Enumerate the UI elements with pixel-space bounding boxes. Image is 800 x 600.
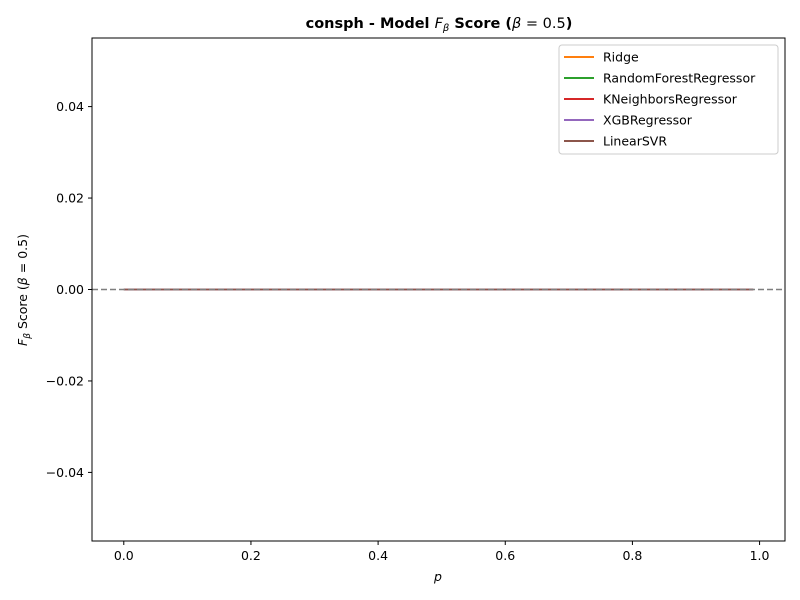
legend-items: Ridge RandomForestRegressor KNeighborsRegr… xyxy=(564,50,756,149)
legend-label: Ridge xyxy=(603,50,639,65)
y-tick-label: −0.02 xyxy=(46,373,84,388)
legend-label: KNeighborsRegressor xyxy=(603,92,738,107)
x-tick-label: 0.6 xyxy=(495,548,515,563)
y-tick-label: −0.04 xyxy=(46,465,84,480)
x-tick-label: 0.4 xyxy=(368,548,388,563)
legend-label: XGBRegressor xyxy=(603,113,693,128)
x-axis-ticks: 0.0 0.2 0.4 0.6 0.8 1.0 xyxy=(114,541,770,563)
chart-title: consph - Model Fβ Score (β = 0.5) xyxy=(306,16,573,34)
x-tick-label: 0.8 xyxy=(622,548,642,563)
x-tick-label: 0.0 xyxy=(114,548,134,563)
legend: Ridge RandomForestRegressor KNeighborsRegr… xyxy=(558,44,779,155)
legend-label: LinearSVR xyxy=(603,134,667,149)
x-tick-label: 0.2 xyxy=(241,548,261,563)
x-axis-label: p xyxy=(433,569,442,584)
y-tick-label: 0.00 xyxy=(56,282,84,297)
y-tick-label: 0.02 xyxy=(56,191,84,206)
legend-label: RandomForestRegressor xyxy=(603,71,756,86)
y-axis-label: Fβ Score (β = 0.5) xyxy=(15,234,33,346)
legend-box xyxy=(558,44,779,155)
plot-area xyxy=(91,37,786,542)
y-tick-label: 0.04 xyxy=(56,99,84,114)
y-axis-ticks: −0.04 −0.02 0.00 0.02 0.04 xyxy=(46,99,92,480)
x-tick-label: 1.0 xyxy=(750,548,770,563)
